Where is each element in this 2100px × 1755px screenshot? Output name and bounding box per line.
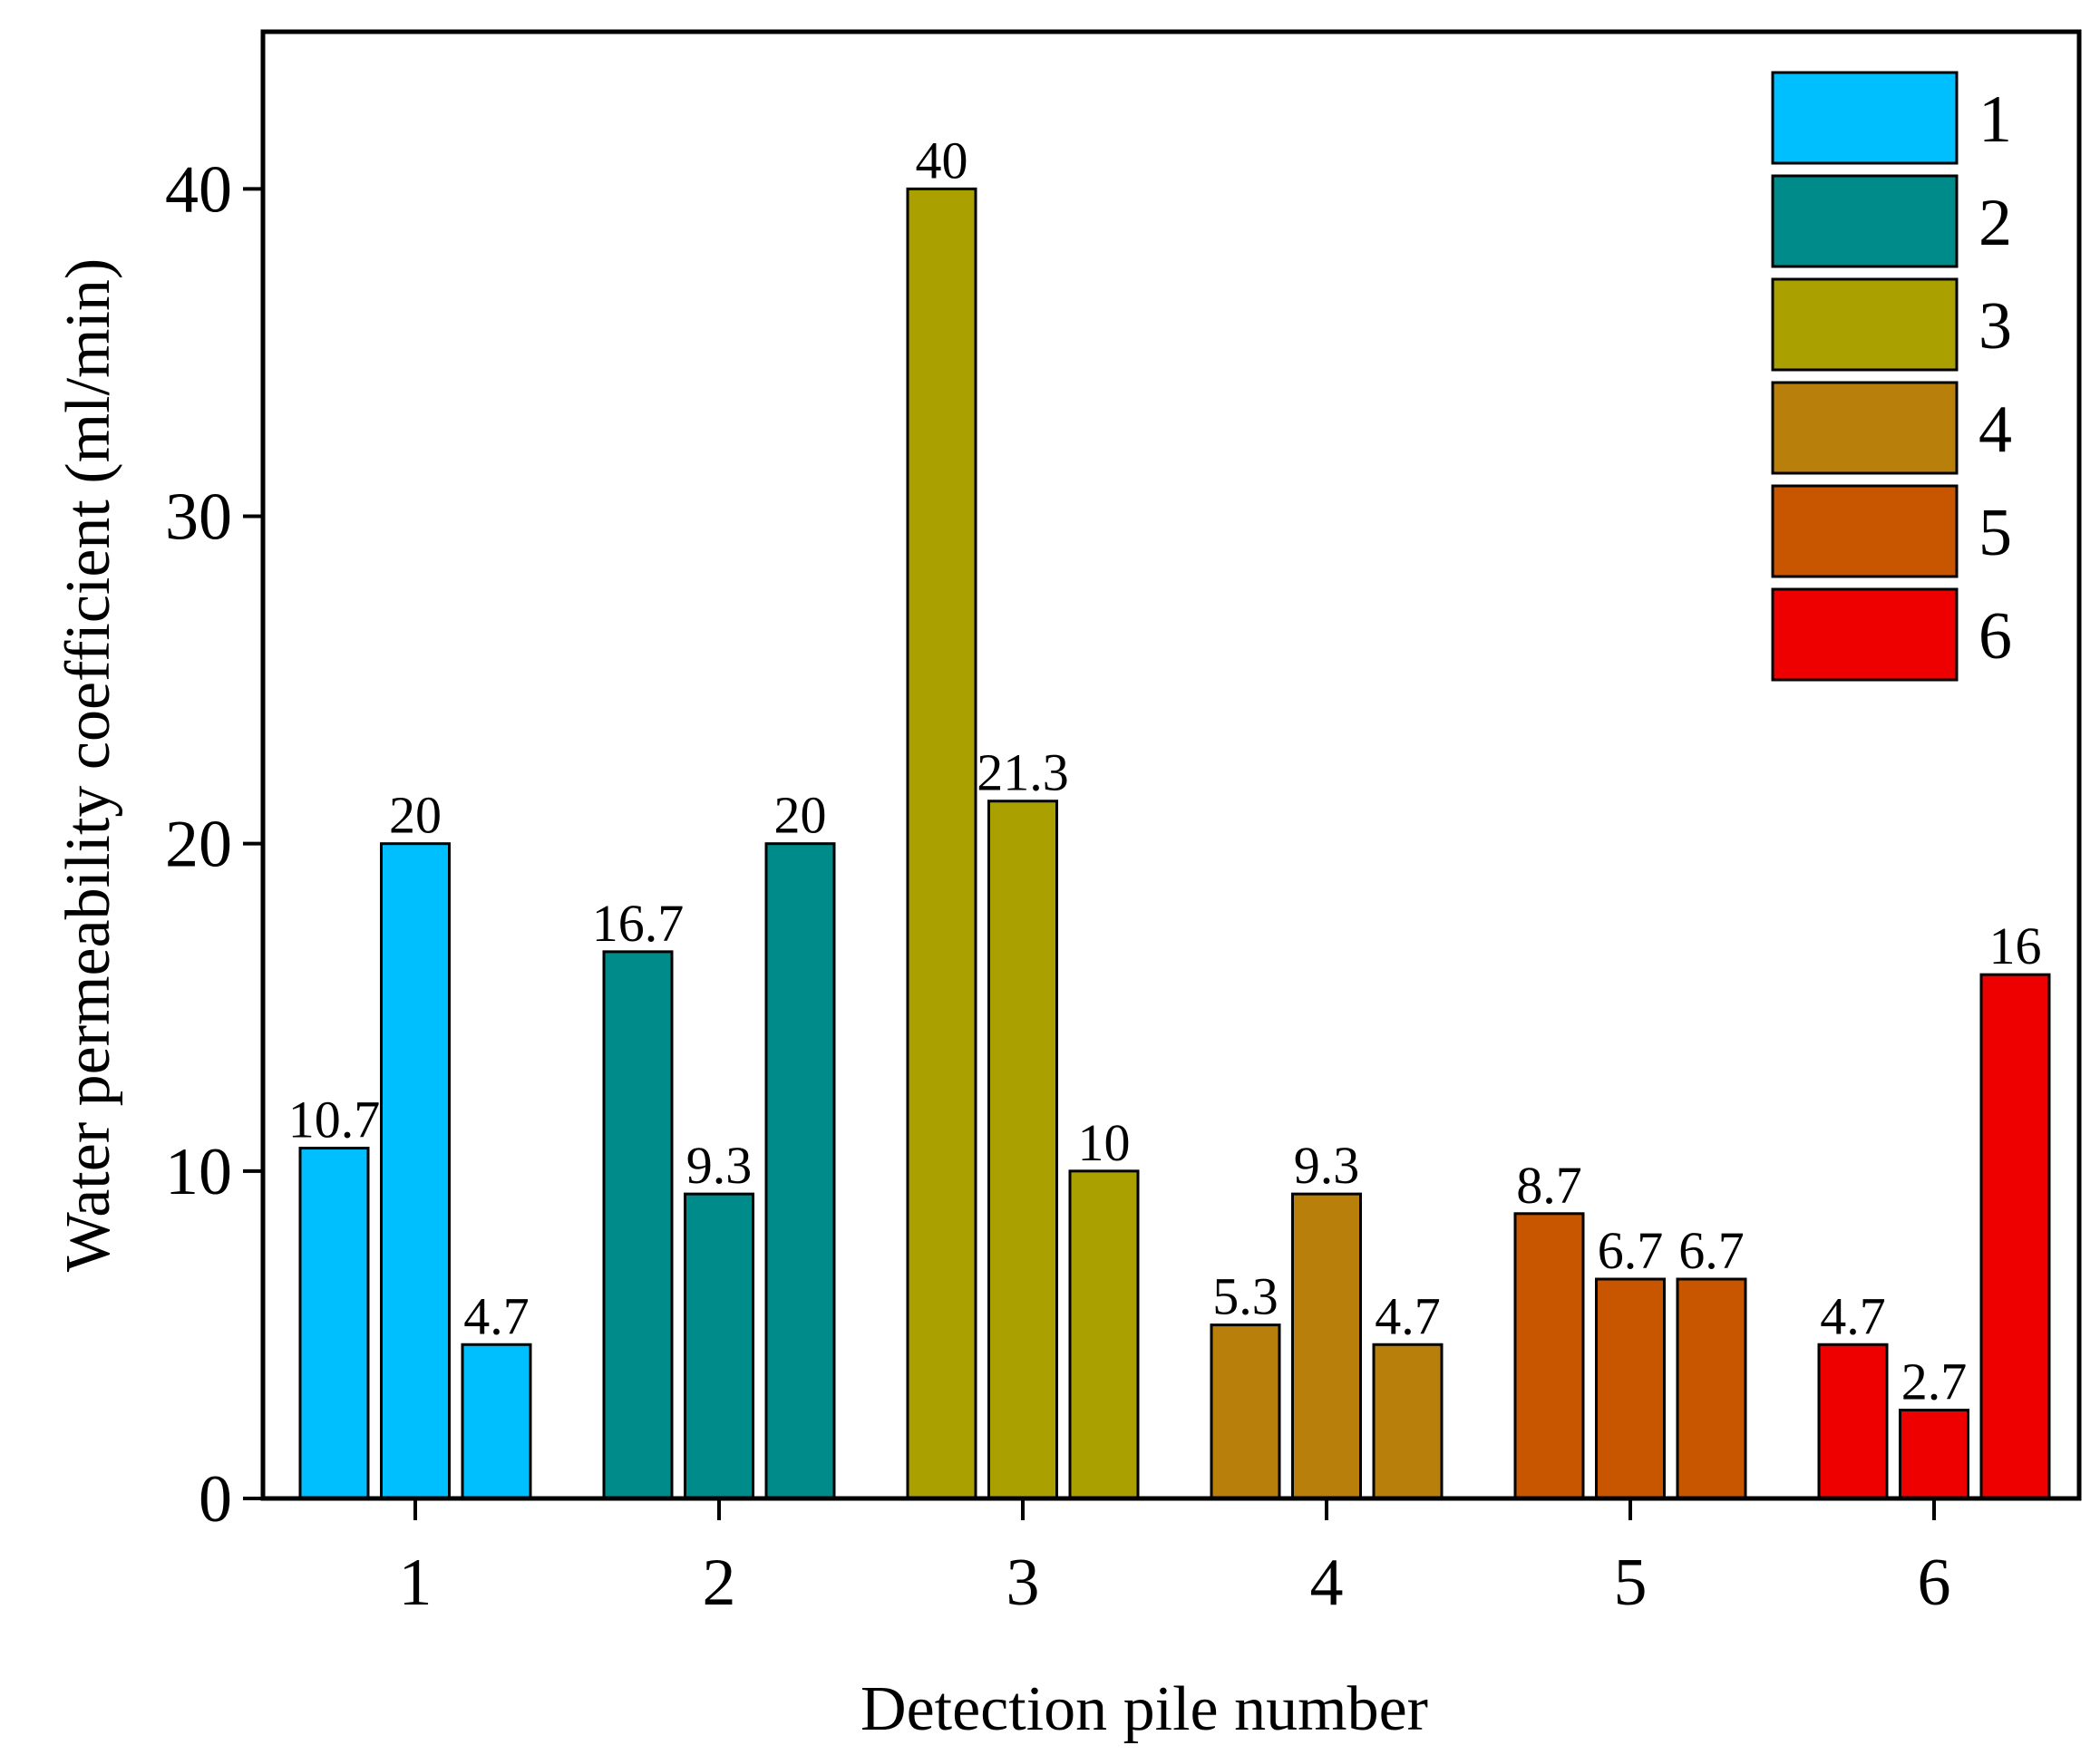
bar-pile6-1 (1817, 1343, 1889, 1500)
data-label-pile6-1: 4.7 (1820, 1286, 1886, 1345)
data-label-pile3-2: 21.3 (977, 743, 1069, 802)
data-label-pile4-3: 4.7 (1375, 1286, 1441, 1345)
x-tick-label: 3 (1006, 1546, 1040, 1620)
bar-pile2-3 (764, 842, 836, 1500)
y-tick-label: 0 (199, 1462, 232, 1537)
x-tick-label: 2 (703, 1546, 736, 1620)
bar-pile2-2 (684, 1192, 754, 1500)
bar-pile1-1 (298, 1147, 370, 1500)
bar-pile2-1 (602, 950, 674, 1500)
legend-swatch-3 (1771, 277, 1959, 372)
x-tick-label: 5 (1614, 1546, 1648, 1620)
data-label-pile3-1: 40 (916, 131, 968, 189)
x-tick-label: 1 (399, 1546, 433, 1620)
legend-swatch-6 (1771, 587, 1959, 682)
bar-pile6-3 (1979, 973, 2051, 1500)
y-axis-label: Water permeability coefficient (ml/min) (53, 258, 123, 1272)
data-label-pile3-3: 10 (1078, 1113, 1131, 1172)
data-label-pile1-3: 4.7 (463, 1286, 530, 1345)
data-label-pile2-3: 20 (774, 786, 827, 845)
legend-label-4: 4 (1978, 393, 2012, 467)
x-tick-label: 6 (1918, 1546, 1951, 1620)
data-label-pile4-1: 5.3 (1212, 1267, 1278, 1326)
y-tick-label: 10 (165, 1135, 232, 1209)
y-tick-label: 20 (165, 808, 232, 882)
data-label-pile5-3: 6.7 (1678, 1221, 1745, 1280)
bar-pile3-3 (1068, 1169, 1140, 1500)
bar-pile5-1 (1513, 1212, 1585, 1500)
legend-swatch-1 (1771, 71, 1959, 165)
data-label-pile1-1: 10.7 (288, 1091, 381, 1149)
bar-pile4-1 (1210, 1324, 1281, 1500)
data-label-pile1-2: 20 (389, 786, 442, 845)
legend-label-5: 5 (1978, 496, 2012, 570)
x-axis-label: Detection pile number (860, 1674, 1428, 1744)
legend-swatch-4 (1771, 381, 1959, 475)
bar-pile3-2 (987, 800, 1058, 1500)
legend-label-6: 6 (1978, 599, 2012, 674)
data-labels-layer: 10.7 20 4.7 16.7 9.3 20 40 21.3 10 5.3 9.3 4.7 8.7 6.… (288, 131, 2042, 1411)
data-label-pile4-2: 9.3 (1294, 1136, 1360, 1195)
data-label-pile6-3: 16 (1989, 916, 2042, 975)
bar-pile1-2 (380, 842, 451, 1500)
x-tick-label: 4 (1310, 1546, 1344, 1620)
x-axis: 1 2 3 4 5 6 (399, 1498, 1951, 1620)
legend: 1 2 3 4 5 6 (1771, 71, 2012, 682)
y-axis: 0 10 20 30 40 (165, 152, 263, 1537)
bars-layer (298, 187, 2051, 1500)
data-label-pile2-1: 16.7 (592, 894, 685, 953)
legend-swatch-2 (1771, 174, 1959, 268)
bar-pile5-3 (1676, 1277, 1747, 1500)
bar-pile3-1 (906, 187, 977, 1500)
y-tick-label: 30 (165, 480, 232, 555)
bar-pile4-3 (1372, 1343, 1444, 1500)
legend-label-1: 1 (1978, 82, 2012, 157)
data-label-pile6-2: 2.7 (1901, 1352, 1968, 1411)
data-label-pile5-1: 8.7 (1516, 1156, 1582, 1215)
plot-frame (260, 29, 2082, 1501)
legend-label-3: 3 (1978, 289, 2012, 364)
bar-pile1-3 (461, 1343, 532, 1500)
data-label-pile2-2: 9.3 (686, 1136, 753, 1195)
bar-pile4-2 (1291, 1192, 1362, 1500)
legend-label-2: 2 (1978, 186, 2012, 260)
bar-pile5-2 (1595, 1277, 1666, 1500)
data-label-pile5-2: 6.7 (1598, 1221, 1664, 1280)
y-tick-label: 40 (165, 152, 232, 227)
bar-pile6-2 (1899, 1408, 1969, 1500)
legend-swatch-5 (1771, 484, 1959, 578)
